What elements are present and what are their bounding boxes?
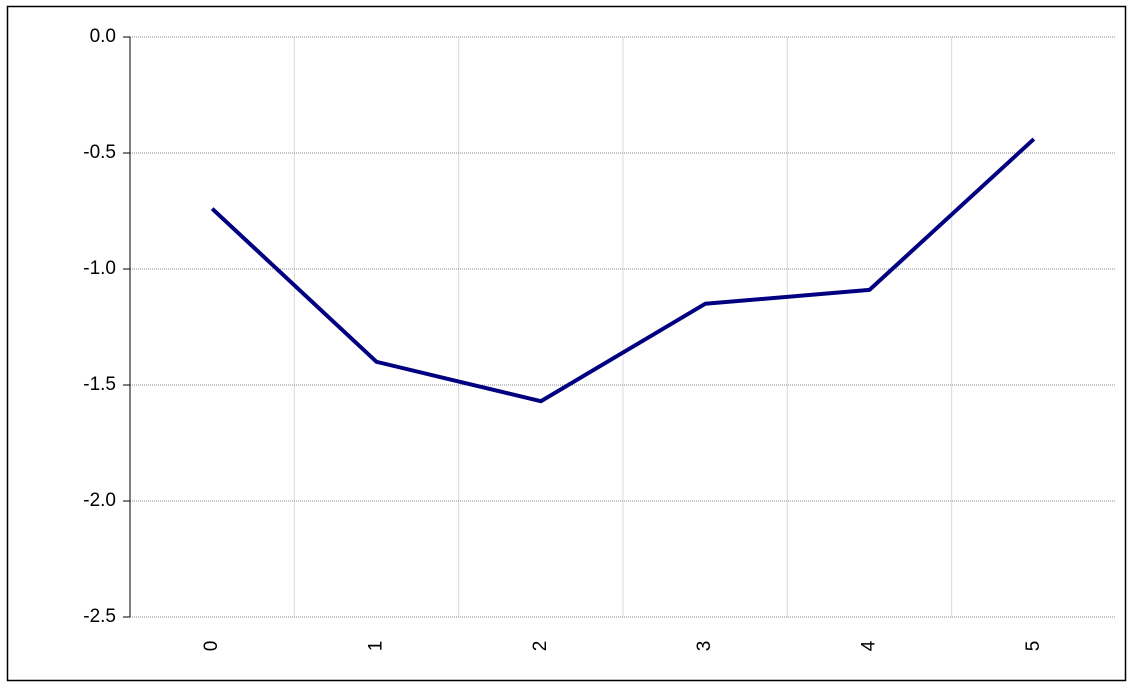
plot: [210, 137, 1036, 404]
x-tick-label: 5: [1023, 641, 1044, 652]
grid: [130, 36, 1116, 618]
y-tick-label: -0.5: [83, 142, 116, 163]
x-tick-label: 1: [366, 641, 387, 652]
chart-border: [6, 5, 1127, 682]
y-tick-label: -1.0: [83, 258, 116, 279]
y-tick-label: -2.0: [83, 490, 116, 511]
y-tick-label: -2.5: [83, 606, 116, 627]
x-tick-label: 0: [201, 641, 222, 652]
y-tick-label: -1.5: [83, 374, 116, 395]
y-tick-label: 0.0: [90, 26, 116, 47]
line-series: [210, 137, 1036, 404]
x-tick-label: 2: [530, 641, 551, 652]
x-tick-label: 4: [859, 640, 880, 651]
x-tick-label: 3: [694, 641, 715, 652]
